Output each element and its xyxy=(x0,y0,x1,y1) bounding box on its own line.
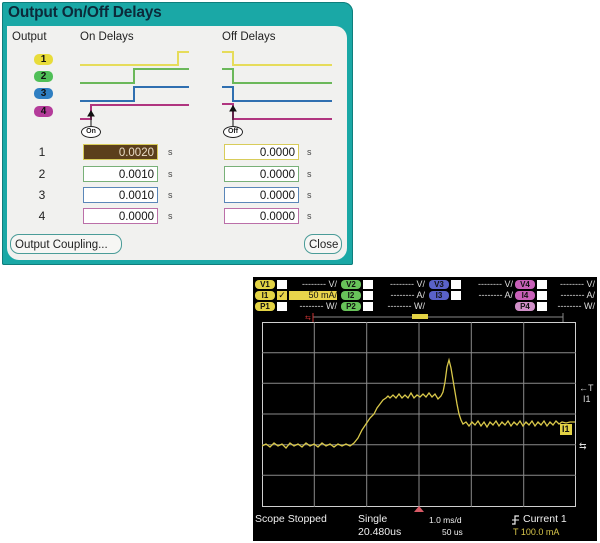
on-waveform-2 xyxy=(80,68,189,84)
i2-checkbox[interactable] xyxy=(363,291,373,300)
output-2-badge: 2 xyxy=(34,71,53,82)
ground-reference-icon: ⇆ xyxy=(579,441,587,451)
off-delay-2-input[interactable]: 0.0000 xyxy=(224,166,299,182)
on-delay-3-input[interactable]: 0.0010 xyxy=(83,187,158,203)
off-delay-2-unit: s xyxy=(307,169,312,179)
scope-display: V1 I1 P1 ✓ -------- V/ 50 mA/ -------- W… xyxy=(253,277,597,541)
off-waveform-4 xyxy=(222,103,332,120)
v2-scale: -------- V/ xyxy=(390,279,425,289)
i1-tag[interactable]: I1 xyxy=(255,291,275,300)
trigger-level: T 100.0 mA xyxy=(513,527,560,537)
i3-checkbox[interactable] xyxy=(451,291,461,300)
off-delay-3-unit: s xyxy=(307,190,312,200)
p2-tag[interactable]: P2 xyxy=(341,302,361,311)
close-button[interactable]: Close xyxy=(304,234,342,254)
p4-scale: -------- W/ xyxy=(557,301,595,311)
off-delay-1-unit: s xyxy=(307,147,312,157)
on-delay-4-input[interactable]: 0.0000 xyxy=(83,208,158,224)
i4-tag[interactable]: I4 xyxy=(515,291,535,300)
on-delay-1-input[interactable]: 0.0020 xyxy=(83,144,158,160)
off-marker: Off xyxy=(223,126,243,138)
on-delay-1-unit: s xyxy=(168,147,173,157)
v3-tag[interactable]: V3 xyxy=(429,280,449,289)
dialog-body: Output On Delays Off Delays 1 2 3 4 xyxy=(7,26,347,260)
row-3-label: 3 xyxy=(38,188,46,202)
p2-checkbox[interactable] xyxy=(363,302,373,311)
i1-checkbox[interactable]: ✓ xyxy=(277,290,287,300)
delay-timing-diagram xyxy=(80,51,332,126)
p1-checkbox[interactable] xyxy=(277,302,287,311)
p1-tag[interactable]: P1 xyxy=(255,302,275,311)
current-trace xyxy=(262,357,575,449)
off-delay-4-unit: s xyxy=(307,211,312,221)
v4-tag[interactable]: V4 xyxy=(515,280,535,289)
timebase[interactable]: 1.0 ms/d xyxy=(429,515,462,525)
on-delay-2-input[interactable]: 0.0010 xyxy=(83,166,158,182)
v1-scale: -------- V/ xyxy=(302,279,337,289)
acquisition-mode[interactable]: Single xyxy=(358,513,388,525)
row-2-label: 2 xyxy=(38,167,46,181)
on-marker: On xyxy=(81,126,101,138)
v2-checkbox[interactable] xyxy=(363,280,373,289)
v3-checkbox[interactable] xyxy=(451,280,461,289)
off-delay-4-input[interactable]: 0.0000 xyxy=(224,208,299,224)
v1-tag[interactable]: V1 xyxy=(255,280,275,289)
off-delays-header: Off Delays xyxy=(222,31,276,43)
scope-grid xyxy=(262,322,576,507)
v3-scale: -------- V/ xyxy=(478,279,513,289)
off-delay-1-input[interactable]: 0.0000 xyxy=(224,144,299,160)
p4-tag[interactable]: P4 xyxy=(515,302,535,311)
time-readout: 20.480us xyxy=(358,526,402,538)
trigger-level-indicator: ←T xyxy=(579,383,594,393)
output-4-badge: 4 xyxy=(34,106,53,117)
off-waveform-2 xyxy=(222,68,332,84)
dialog-title: Output On/Off Delays xyxy=(8,4,162,21)
on-delay-2-unit: s xyxy=(168,169,173,179)
on-waveform-1 xyxy=(80,51,189,66)
scope-state: Scope Stopped xyxy=(255,513,327,525)
output-3-badge: 3 xyxy=(34,88,53,99)
p1-scale: -------- W/ xyxy=(299,301,337,311)
svg-text:⇆: ⇆ xyxy=(305,315,311,322)
row-1-label: 1 xyxy=(38,145,46,159)
on-waveform-3 xyxy=(80,86,189,102)
off-waveform-1 xyxy=(222,51,332,66)
on-delay-3-unit: s xyxy=(168,190,173,200)
row-4-label: 4 xyxy=(38,209,46,223)
v4-scale: -------- V/ xyxy=(560,279,595,289)
time-window-indicator xyxy=(412,314,428,319)
output-coupling-button[interactable]: Output Coupling... xyxy=(10,234,122,254)
off-delay-3-input[interactable]: 0.0000 xyxy=(224,187,299,203)
time-position-bar: ⇆ xyxy=(305,313,564,322)
p4-checkbox[interactable] xyxy=(537,302,547,311)
on-waveform-4 xyxy=(80,104,189,120)
output-column-header: Output xyxy=(12,31,47,43)
on-delays-header: On Delays xyxy=(80,31,134,43)
i1-trace-label: I1 xyxy=(560,424,572,435)
on-delay-4-unit: s xyxy=(168,211,173,221)
output-delays-dialog: Output On/Off Delays Output On Delays Of… xyxy=(2,2,353,265)
i1-scale[interactable]: 50 mA/ xyxy=(289,291,337,300)
v2-tag[interactable]: V2 xyxy=(341,280,361,289)
i4-scale: -------- A/ xyxy=(560,290,595,300)
i2-tag[interactable]: I2 xyxy=(341,291,361,300)
v4-checkbox[interactable] xyxy=(537,280,547,289)
i4-checkbox[interactable] xyxy=(537,291,547,300)
p2-scale: -------- W/ xyxy=(387,301,425,311)
trigger-source[interactable]: Current 1 xyxy=(523,513,567,525)
v1-checkbox[interactable] xyxy=(277,280,287,289)
trigger-channel-label: I1 xyxy=(583,394,591,404)
off-waveform-3 xyxy=(222,86,332,102)
i2-scale: -------- A/ xyxy=(390,290,425,300)
trigger-slope-icon xyxy=(512,515,519,525)
output-1-badge: 1 xyxy=(34,54,53,65)
time-offset[interactable]: 50 us xyxy=(442,527,463,537)
trigger-position-icon xyxy=(414,506,424,512)
i3-tag[interactable]: I3 xyxy=(429,291,449,300)
i3-scale: -------- A/ xyxy=(478,290,513,300)
